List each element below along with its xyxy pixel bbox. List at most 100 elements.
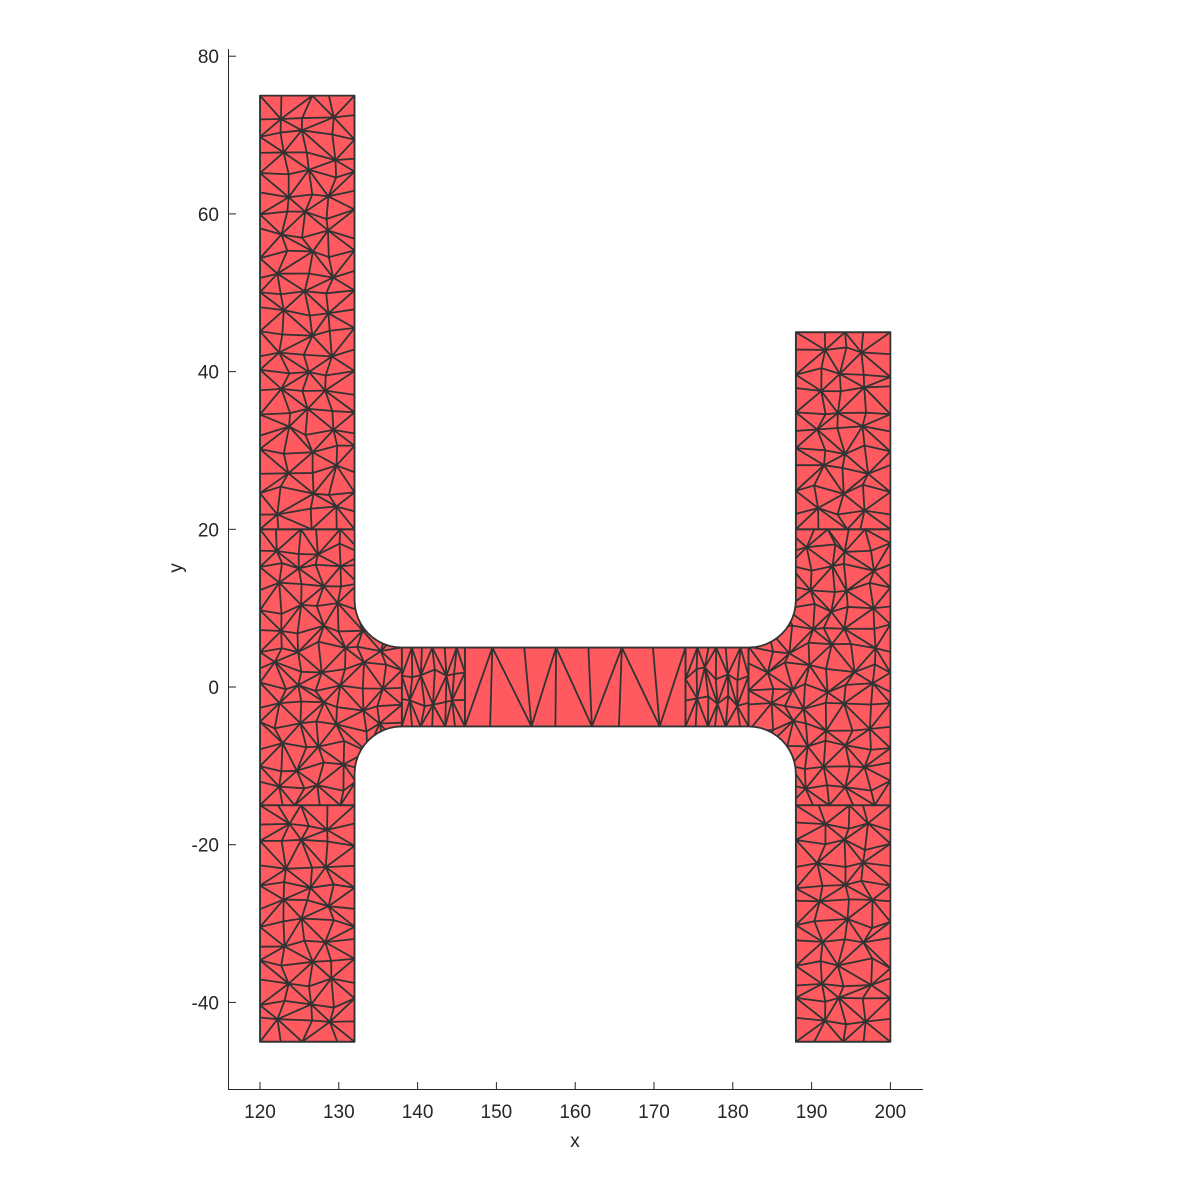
mesh-edge bbox=[279, 472, 290, 488]
mesh-edge bbox=[853, 647, 877, 673]
mesh-edge bbox=[306, 407, 335, 431]
mesh-edge bbox=[307, 168, 314, 196]
mesh-edge bbox=[307, 168, 338, 179]
mesh-edge bbox=[361, 750, 369, 771]
mesh-edge bbox=[870, 984, 891, 1000]
mesh-edge bbox=[354, 780, 366, 807]
mesh-edge bbox=[860, 331, 865, 354]
mesh-edge bbox=[260, 351, 280, 358]
mesh-edge bbox=[260, 742, 284, 751]
mesh-edge bbox=[694, 697, 698, 728]
mesh-edge bbox=[289, 407, 309, 415]
mesh-edge bbox=[724, 704, 739, 728]
mesh-edge bbox=[328, 1020, 339, 1042]
mesh-edge bbox=[337, 629, 364, 633]
mesh-edge bbox=[432, 668, 436, 706]
mesh-edge bbox=[696, 646, 706, 669]
mesh-edge bbox=[260, 272, 279, 294]
mesh-edge bbox=[305, 745, 320, 749]
mesh-edge bbox=[276, 513, 280, 531]
mesh-edge bbox=[850, 643, 877, 650]
mesh-edge bbox=[357, 582, 381, 612]
mesh-edge bbox=[260, 425, 291, 450]
mesh-edge bbox=[326, 822, 356, 831]
mesh-edge bbox=[280, 387, 304, 392]
mesh-edge bbox=[844, 744, 866, 769]
mesh-edge bbox=[816, 428, 827, 452]
mesh-edge bbox=[332, 269, 356, 279]
mesh-edge bbox=[278, 333, 284, 354]
mesh-edge bbox=[282, 129, 303, 154]
mesh-edge bbox=[382, 669, 403, 690]
mesh-edge bbox=[376, 705, 381, 725]
mesh-edge bbox=[804, 765, 825, 790]
mesh-edge bbox=[260, 233, 283, 260]
mesh-edge bbox=[260, 368, 291, 375]
mesh-edge bbox=[794, 823, 827, 841]
mesh-edge bbox=[838, 346, 848, 375]
mesh-edge bbox=[280, 371, 310, 390]
mesh-edge bbox=[794, 900, 821, 927]
mesh-edge bbox=[276, 1018, 304, 1042]
mesh-edge bbox=[788, 641, 810, 655]
mesh-edge bbox=[792, 719, 809, 748]
mesh-edge bbox=[311, 451, 338, 467]
mesh-edge bbox=[332, 95, 356, 119]
mesh-edge bbox=[260, 309, 285, 333]
mesh-edge bbox=[281, 742, 308, 749]
mesh-edge bbox=[826, 691, 845, 705]
mesh-edge bbox=[842, 1023, 848, 1042]
mesh-edge bbox=[311, 334, 333, 358]
mesh-edge bbox=[280, 387, 292, 415]
mesh-edge bbox=[771, 767, 775, 788]
mesh-edge bbox=[819, 960, 823, 985]
mesh-edge bbox=[843, 606, 849, 630]
mesh-edge bbox=[794, 411, 827, 416]
mesh-edge bbox=[359, 553, 364, 566]
mesh-edge bbox=[772, 688, 794, 691]
mesh-edge bbox=[863, 761, 891, 769]
mesh-edge bbox=[794, 939, 824, 943]
mesh-edge bbox=[276, 272, 306, 293]
mesh-edge bbox=[300, 116, 335, 132]
mesh-edge bbox=[783, 705, 805, 710]
mesh-edge bbox=[280, 839, 287, 870]
mesh-edge bbox=[431, 703, 434, 728]
mesh-edge bbox=[794, 464, 825, 492]
mesh-edge bbox=[260, 387, 283, 416]
mesh-edge bbox=[274, 661, 300, 687]
mesh-edge bbox=[288, 822, 310, 827]
mesh-edge bbox=[871, 957, 891, 970]
mesh-edge bbox=[327, 494, 338, 508]
mesh-edge bbox=[658, 646, 687, 728]
mesh-edge bbox=[847, 804, 851, 830]
mesh-edge bbox=[863, 376, 891, 389]
mesh-boundary bbox=[259, 94, 892, 1043]
mesh-edge bbox=[285, 838, 303, 870]
mesh-edge bbox=[380, 551, 386, 566]
mesh-edge bbox=[788, 764, 792, 786]
mesh-edge bbox=[786, 719, 795, 747]
mesh-edge bbox=[312, 492, 330, 496]
mesh-edge bbox=[843, 551, 875, 572]
mesh-edge bbox=[804, 784, 829, 790]
mesh-edge bbox=[260, 822, 291, 842]
mesh-edge bbox=[861, 425, 891, 453]
mesh-edge bbox=[276, 485, 282, 516]
mesh-edge bbox=[285, 684, 300, 691]
mesh-edge bbox=[354, 768, 364, 783]
mesh-edge bbox=[768, 549, 773, 573]
mesh-edge bbox=[820, 367, 841, 375]
mesh-edge bbox=[327, 312, 331, 332]
mesh-edge bbox=[303, 290, 328, 295]
mesh-edge bbox=[299, 700, 303, 725]
mesh-edge bbox=[276, 492, 315, 516]
mesh-edge bbox=[444, 674, 448, 703]
mesh-edge bbox=[308, 314, 314, 337]
mesh-edge bbox=[339, 668, 346, 687]
mesh-edge bbox=[278, 770, 283, 788]
mesh-edge bbox=[822, 765, 847, 789]
mesh-edge bbox=[871, 663, 876, 685]
mesh-edge bbox=[821, 983, 840, 999]
x-tick-label: 150 bbox=[481, 1102, 513, 1123]
